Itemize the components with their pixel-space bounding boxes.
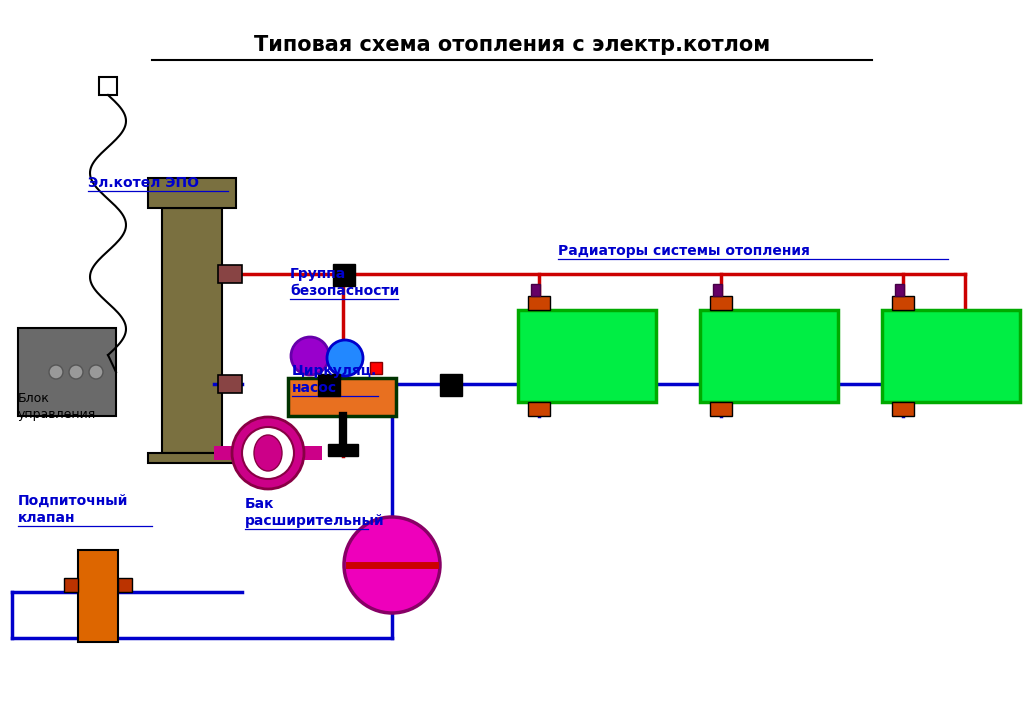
FancyBboxPatch shape: [710, 296, 732, 310]
FancyBboxPatch shape: [214, 446, 232, 460]
Circle shape: [89, 365, 103, 379]
FancyBboxPatch shape: [218, 375, 242, 393]
Circle shape: [49, 365, 63, 379]
Text: Группа
безопасности: Группа безопасности: [290, 267, 399, 298]
FancyBboxPatch shape: [895, 284, 904, 296]
FancyBboxPatch shape: [218, 265, 242, 283]
Ellipse shape: [254, 435, 282, 471]
Circle shape: [327, 340, 362, 376]
Circle shape: [232, 417, 304, 489]
FancyBboxPatch shape: [328, 444, 358, 456]
Text: Блок
управления: Блок управления: [18, 392, 96, 421]
FancyBboxPatch shape: [162, 208, 222, 453]
FancyBboxPatch shape: [63, 578, 78, 592]
FancyBboxPatch shape: [531, 284, 540, 296]
FancyBboxPatch shape: [288, 378, 396, 416]
FancyBboxPatch shape: [882, 310, 1020, 402]
FancyBboxPatch shape: [333, 264, 355, 286]
Text: Подпиточный
клапан: Подпиточный клапан: [18, 494, 128, 525]
FancyBboxPatch shape: [440, 374, 462, 396]
FancyBboxPatch shape: [518, 310, 656, 402]
Circle shape: [69, 365, 83, 379]
FancyBboxPatch shape: [148, 453, 236, 463]
FancyBboxPatch shape: [18, 328, 116, 416]
Text: Радиаторы системы отопления: Радиаторы системы отопления: [558, 244, 810, 258]
FancyBboxPatch shape: [700, 310, 838, 402]
Circle shape: [291, 337, 329, 375]
Text: Бак
расширительный: Бак расширительный: [245, 497, 385, 528]
Text: Типовая схема отопления с электр.котлом: Типовая схема отопления с электр.котлом: [254, 35, 770, 55]
FancyBboxPatch shape: [892, 402, 914, 416]
Circle shape: [242, 427, 294, 479]
FancyBboxPatch shape: [528, 402, 550, 416]
Circle shape: [344, 517, 440, 613]
FancyBboxPatch shape: [370, 362, 382, 374]
FancyBboxPatch shape: [304, 446, 322, 460]
FancyBboxPatch shape: [892, 296, 914, 310]
FancyBboxPatch shape: [528, 296, 550, 310]
FancyBboxPatch shape: [148, 178, 236, 208]
FancyBboxPatch shape: [99, 77, 117, 95]
FancyBboxPatch shape: [78, 550, 118, 642]
FancyBboxPatch shape: [713, 284, 722, 296]
Text: Эл.котел ЭПО: Эл.котел ЭПО: [88, 176, 199, 190]
Text: Циркуляц.
насос: Циркуляц. насос: [292, 364, 377, 395]
FancyBboxPatch shape: [710, 402, 732, 416]
FancyBboxPatch shape: [118, 578, 132, 592]
FancyBboxPatch shape: [318, 374, 340, 396]
